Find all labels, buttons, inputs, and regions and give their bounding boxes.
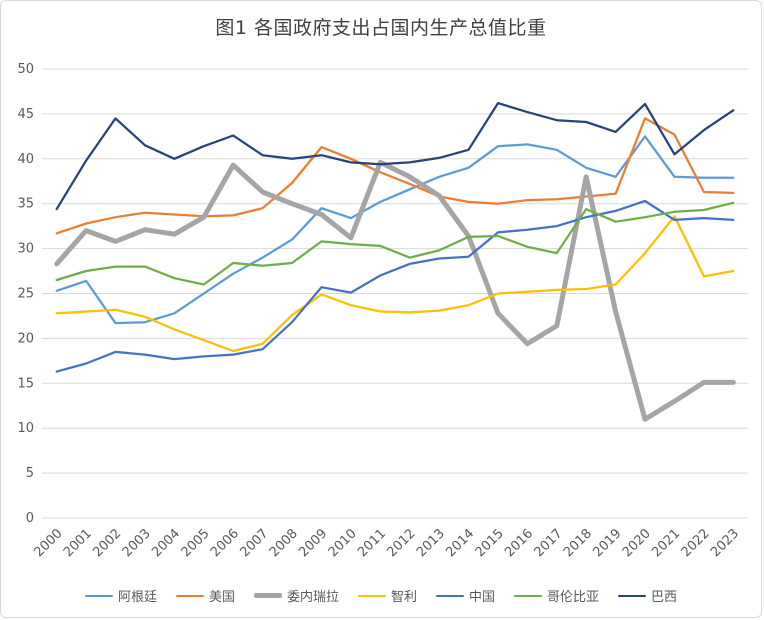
legend-line-swatch-venezuela [253,593,282,598]
x-axis-tick-label: 2004 [149,526,183,560]
legend: 阿根廷 美国 委内瑞拉 智利 中国 哥伦比亚 巴西 [1,586,761,605]
x-axis-tick-label: 2014 [443,526,477,560]
series-line-china [55,199,735,373]
legend-item-china: 中国 [436,586,495,605]
x-axis-tick-label: 2022 [679,526,713,560]
x-axis-tick-label: 2013 [414,526,448,560]
x-axis-tick-label: 2003 [120,526,154,560]
x-axis-tick-label: 2007 [237,526,271,560]
y-axis-tick-label: 15 [17,376,34,391]
legend-line-swatch-brazil [618,594,647,597]
legend-label-china: 中国 [469,590,496,605]
legend-item-usa: 美国 [175,586,235,605]
legend-item-colombia: 哥伦比亚 [514,586,599,605]
x-axis-tick-label: 2000 [32,526,66,560]
legend-label-brazil: 巴西 [651,590,678,605]
legend-item-brazil: 巴西 [618,586,677,605]
x-axis-tick-label: 2021 [649,526,683,560]
legend-label-chile: 智利 [390,590,417,605]
chart-title: 图1 各国政府支出占国内生产总值比重 [215,17,547,39]
series-line-brazil [55,101,735,211]
legend-line-swatch-china [436,594,464,597]
legend-item-chile: 智利 [357,586,417,605]
x-axis-tick-label: 2017 [532,526,566,560]
legend-item-argentina: 阿根廷 [84,586,157,605]
x-axis-tick-label: 2018 [561,526,595,560]
legend-label-venezuela: 委内瑞拉 [286,590,339,605]
series-line-venezuela [54,159,736,422]
series-line-colombia [55,201,735,286]
x-axis-tick-label: 2020 [620,526,654,560]
y-axis-tick-label: 0 [26,511,34,526]
x-axis-tick-label: 2009 [296,526,330,560]
y-axis-tick-label: 10 [17,421,34,436]
series-line-usa [55,117,735,235]
x-axis-tick-label: 2006 [208,526,242,560]
x-axis-tick-label: 2005 [179,526,213,560]
x-axis-tick-label: 2002 [90,526,124,560]
y-axis-tick-label: 20 [17,331,34,346]
series-line-chile [55,215,735,353]
legend-item-venezuela: 委内瑞拉 [253,586,339,605]
legend-label-usa: 美国 [208,590,235,605]
y-axis-tick-label: 25 [17,287,34,302]
y-axis-tick-label: 40 [17,152,34,167]
y-axis-tick-label: 50 [17,62,34,77]
y-axis-tick-label: 45 [17,107,34,122]
x-axis-tick-label: 2012 [385,526,419,560]
legend-label-colombia: 哥伦比亚 [547,590,600,605]
y-axis-tick-label: 5 [26,466,34,481]
series-line-argentina [55,135,735,325]
x-axis-tick-label: 2019 [590,526,624,560]
x-axis-tick-label: 2016 [502,526,536,560]
legend-line-swatch-colombia [514,594,543,597]
x-axis-tick-label: 2001 [61,526,95,560]
legend-line-swatch-chile [357,594,386,597]
x-axis-tick-label: 2015 [473,526,507,560]
x-axis-tick-label: 2008 [267,526,301,560]
x-axis-tick-label: 2023 [708,526,742,560]
legend-line-swatch-argentina [84,594,113,597]
y-axis-tick-label: 35 [17,197,34,212]
y-axis-tick-label: 30 [17,242,34,257]
x-axis-tick-label: 2010 [326,526,360,560]
legend-line-swatch-usa [175,594,204,597]
x-axis-tick-label: 2011 [355,526,389,560]
legend-label-argentina: 阿根廷 [117,590,157,605]
